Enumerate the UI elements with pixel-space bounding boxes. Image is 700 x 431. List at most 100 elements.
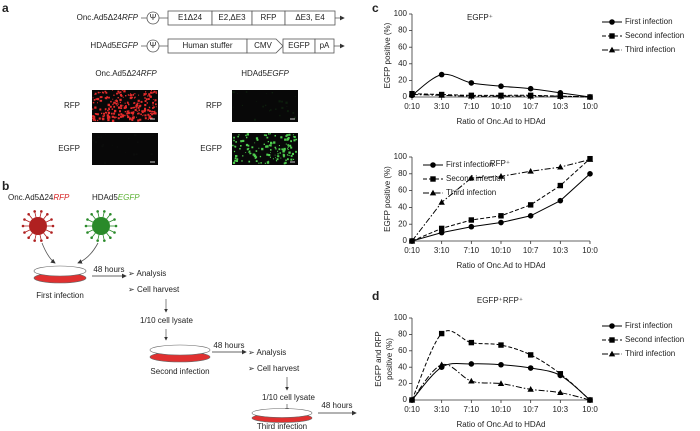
- marker: [557, 371, 564, 377]
- micrographs: [92, 90, 298, 165]
- virus-knob: [114, 224, 118, 228]
- x-tick-label: 10:7: [523, 102, 539, 111]
- duration: 48 hours: [213, 341, 244, 350]
- legend-marker: [608, 46, 616, 53]
- marker: [497, 380, 505, 386]
- x-axis-title: Ratio of Onc.Ad to HDAd: [457, 420, 546, 429]
- y-tick-label: 20: [398, 219, 407, 228]
- y-axis-title: EGFP and RFP: [374, 331, 383, 386]
- virus: [92, 217, 110, 235]
- y-tick-label: 100: [394, 313, 408, 322]
- x-tick-label: 3:10: [434, 246, 450, 255]
- y-tick-label: 20: [398, 379, 407, 388]
- construct-name: Onc.Ad5Δ24RFP: [77, 13, 139, 22]
- x-tick-label: 10:10: [491, 102, 512, 111]
- virus-knob: [33, 210, 36, 213]
- marker: [438, 199, 445, 205]
- dish-rim: [149, 344, 211, 356]
- marker: [408, 91, 416, 97]
- virus-name: HDAd5EGFP: [92, 193, 140, 202]
- element: pA: [320, 41, 330, 50]
- x-tick-label: 10:3: [553, 102, 569, 111]
- legend-marker: [609, 337, 615, 343]
- marker: [468, 217, 475, 223]
- y-tick-label: 80: [398, 169, 407, 178]
- panel-label: c: [372, 1, 379, 15]
- transfer: 1/10 cell lysate: [140, 316, 193, 325]
- marker: [557, 389, 564, 396]
- y-tick-label: 80: [398, 26, 407, 35]
- x-tick-label: 0:10: [404, 102, 420, 111]
- virus-knob: [103, 210, 106, 213]
- image-column-title: Onc.Ad5Δ24RFP: [95, 69, 157, 78]
- element-box: [314, 38, 335, 54]
- element: ΔE3, E4: [295, 13, 325, 22]
- legend-marker: [609, 19, 615, 25]
- marker: [468, 223, 475, 230]
- series-line: [411, 158, 591, 242]
- element-box: [284, 10, 336, 26]
- y-axis-title: EGFP positive (%): [383, 22, 392, 88]
- marker: [438, 229, 445, 236]
- y-tick-label: 0: [403, 395, 408, 404]
- legend-label: Second infection: [446, 174, 505, 183]
- marker: [557, 197, 564, 204]
- marker: [527, 213, 534, 219]
- marker: [498, 83, 504, 90]
- y-tick-label: 80: [398, 330, 407, 339]
- image-row-label: RFP: [64, 101, 80, 110]
- legend-label: First infection: [446, 160, 494, 169]
- element: EGFP: [288, 41, 310, 50]
- y-tick-label: 20: [398, 76, 407, 85]
- marker: [498, 213, 504, 219]
- marker: [408, 237, 416, 244]
- virus-knob: [84, 224, 88, 228]
- virus-knob: [33, 239, 36, 242]
- legend-label: First infection: [625, 17, 673, 26]
- marker: [498, 361, 504, 368]
- virus-knob: [40, 239, 43, 242]
- marker: [498, 342, 504, 348]
- psi-box: [146, 39, 160, 53]
- x-tick-label: 10:10: [491, 405, 512, 414]
- virus-knob: [23, 231, 26, 234]
- marker: [557, 163, 564, 170]
- marker: [557, 182, 564, 189]
- marker: [497, 173, 505, 179]
- marker: [468, 361, 475, 367]
- panel-label: b: [2, 179, 9, 193]
- y-tick-label: 0: [403, 92, 408, 101]
- legend-marker: [608, 350, 616, 357]
- virus-knob: [51, 224, 55, 228]
- y-tick-label: 0: [403, 236, 408, 245]
- transfer: 1/10 cell lysate: [262, 393, 315, 402]
- virus-knob: [103, 239, 106, 242]
- construct-name: HDAd5EGFP: [90, 41, 138, 50]
- series-line: [411, 173, 591, 242]
- marker: [527, 92, 534, 99]
- series-line: [411, 159, 591, 242]
- virus-knob: [40, 210, 43, 213]
- legend-label: Second infection: [625, 335, 684, 344]
- y-tick-label: 100: [394, 152, 408, 161]
- x-tick-label: 7:10: [464, 246, 480, 255]
- element: Human stuffer: [182, 41, 232, 50]
- virus-knob: [113, 218, 116, 221]
- chart: EGFP⁺RFP⁺ 0 20 40 60 80 100 0:10 3:10 7:10 10:10 10…: [374, 296, 684, 429]
- marker: [527, 352, 534, 358]
- promoter-arrow: [246, 38, 284, 54]
- virus: [29, 217, 47, 235]
- virus-knob: [90, 236, 93, 240]
- virus-knob: [90, 212, 93, 216]
- panel-label: a: [2, 1, 9, 15]
- x-tick-label: 3:10: [434, 102, 450, 111]
- duration: 48 hours: [321, 401, 352, 410]
- y-tick-label: 40: [398, 59, 407, 68]
- virus-name: Onc.Ad5Δ24RFP: [8, 193, 70, 202]
- x-tick-label: 10:7: [523, 246, 539, 255]
- y-tick-label: 40: [398, 203, 407, 212]
- x-tick-label: 10:3: [553, 246, 569, 255]
- x-tick-label: 10:3: [553, 405, 569, 414]
- step-label: First infection: [36, 291, 84, 300]
- legend-marker: [429, 189, 437, 196]
